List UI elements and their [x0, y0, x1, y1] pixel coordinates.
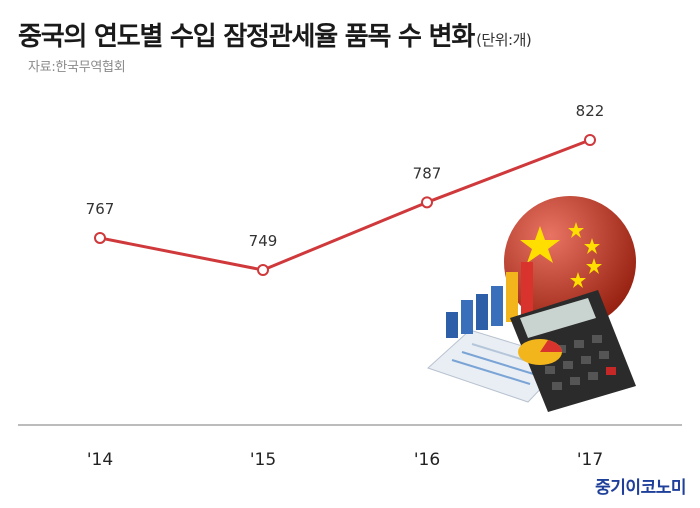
x-tick-label: '16	[414, 450, 440, 470]
calculator-icon	[510, 290, 636, 412]
china-flag-icon	[504, 196, 636, 328]
x-tick-label: '15	[250, 450, 276, 470]
data-label: 787	[413, 164, 442, 182]
data-point	[257, 264, 269, 276]
x-tick-label: '14	[87, 450, 113, 470]
data-point	[94, 231, 106, 244]
series-line	[99, 138, 591, 272]
data-label: 822	[576, 102, 605, 120]
chart-title-group: 중국의 연도별 수입 잠정관세율 품목 수 변화 (단위:개)	[18, 16, 532, 53]
pie-chart-icon	[518, 339, 562, 365]
bar-chart-icon	[446, 262, 533, 338]
chart-title: 중국의 연도별 수입 잠정관세율 품목 수 변화	[18, 22, 475, 52]
data-label: 749	[249, 232, 278, 250]
data-point	[584, 134, 596, 146]
brand-logo: 중기이코노미	[595, 478, 686, 498]
unit-label: (단위:개)	[476, 31, 532, 49]
data-point	[421, 196, 433, 209]
x-tick-label: '17	[577, 450, 603, 470]
source-label: 자료:한국무역협회	[28, 60, 126, 75]
data-label: 767	[86, 200, 115, 218]
finance-illustration	[427, 196, 636, 412]
